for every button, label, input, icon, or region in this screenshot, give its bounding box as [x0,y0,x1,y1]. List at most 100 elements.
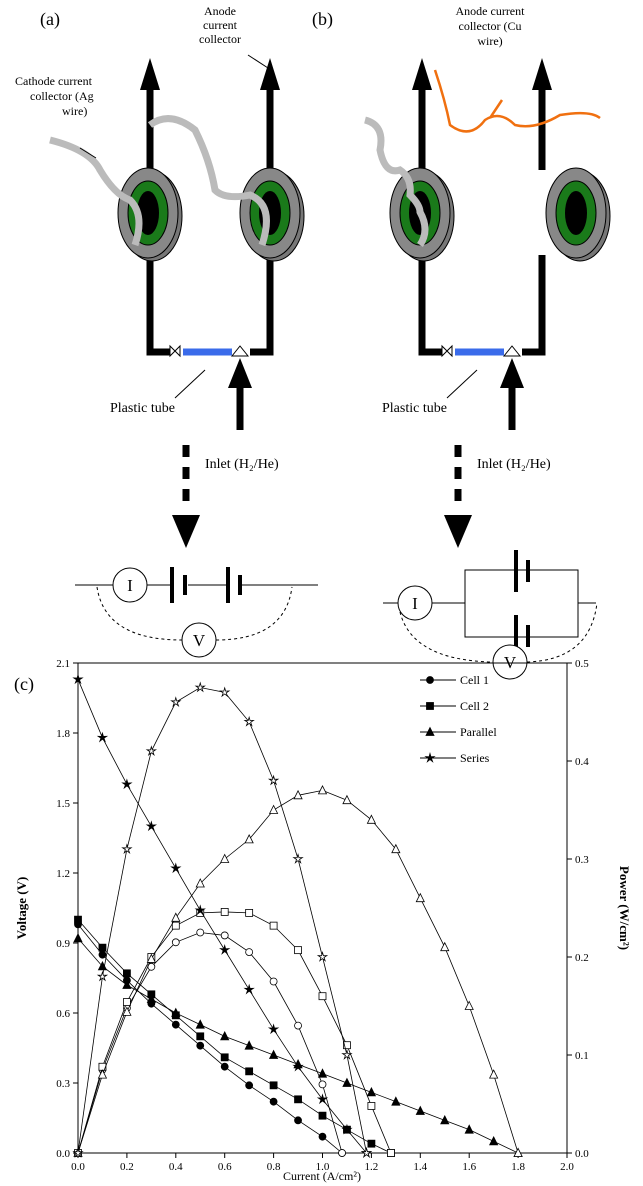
marker [267,1023,280,1035]
marker [145,745,158,757]
inlet-label: Inlet (H₂/He) [477,457,551,472]
x-tick-label: 0.6 [218,1161,232,1173]
marker [98,950,107,959]
marker [464,1000,474,1010]
power-line [77,911,392,1154]
y2-tick-label: 0.4 [575,756,589,768]
x-tick-label: 1.2 [365,1161,379,1173]
tube-label: Plastic tube [382,401,447,416]
marker [391,1096,401,1106]
marker [220,931,229,940]
x-tick-label: 0.4 [169,1161,183,1173]
marker [317,1068,328,1078]
panel-label: (a) [40,9,60,30]
y2-tick-label: 0.3 [575,854,589,866]
voltage-line [77,924,343,1154]
y-axis-label: Voltage (V) [14,877,29,940]
marker [195,878,205,888]
marker [219,686,231,698]
marker [244,834,254,844]
y-tick-label: 0.6 [56,1008,70,1020]
marker [294,1116,302,1125]
marker [366,814,377,824]
current-meter: I [412,594,418,613]
anode-label: Anode current collector (Cu wire) [456,4,526,48]
panel-a: (a) Anode current collector Cathode curren… [15,4,318,658]
x-tick-label: 0.0 [71,1161,85,1173]
marker [146,993,156,1003]
marker [220,1030,230,1041]
marker [294,1095,302,1104]
voltage-line [77,919,392,1154]
marker [145,820,158,832]
marker [98,943,107,952]
marker [318,1111,327,1120]
y-tick-label: 0.0 [56,1148,70,1160]
marker [341,1123,353,1135]
marker [243,983,255,995]
legend-marker [424,752,436,763]
marker [316,1093,329,1105]
marker [245,948,254,956]
marker [146,953,156,963]
marker [74,915,82,924]
x-tick-label: 2.0 [560,1161,574,1173]
marker [97,1069,108,1079]
marker [220,1062,229,1071]
legend-label: Cell 1 [460,673,489,687]
marker [318,1080,327,1089]
marker [245,1067,254,1076]
marker [195,1019,205,1029]
marker [220,1053,229,1062]
marker [489,1069,499,1079]
marker [317,785,328,795]
marker [196,928,205,937]
marker [391,843,401,854]
panel-label: (b) [312,9,333,30]
x-tick-label: 0.8 [267,1161,281,1173]
marker [171,1020,180,1029]
marker [73,932,83,943]
marker [196,1032,205,1041]
marker [72,1147,84,1158]
marker [194,681,206,693]
marker [244,1040,254,1050]
y2-tick-label: 0.1 [575,1050,589,1062]
marker [464,1124,474,1134]
marker [72,673,84,685]
marker [440,1114,450,1125]
marker [318,992,327,1001]
marker [121,778,133,790]
y-tick-label: 1.8 [56,728,70,740]
y-tick-label: 2.1 [56,658,70,670]
marker [171,921,180,930]
marker [170,696,182,708]
x-tick-label: 0.2 [120,1161,134,1173]
x-tick-label: 1.0 [316,1161,330,1173]
marker [292,1060,304,1072]
marker [268,804,279,814]
marker [415,892,425,903]
tube-label: Plastic tube [110,401,175,416]
marker [342,794,352,805]
marker [343,1041,351,1050]
marker [245,909,254,917]
marker [293,789,303,800]
marker [220,853,230,863]
marker [269,1081,278,1090]
marker [269,921,278,930]
legend-marker [426,702,434,710]
current-meter: I [127,576,133,595]
marker [268,1049,279,1059]
power-line [77,932,343,1154]
marker [415,1105,425,1115]
marker [220,908,229,916]
marker [170,862,182,874]
y2-axis-label: Power (W/cm²) [617,866,632,950]
panel-label: (c) [14,674,34,695]
marker [294,946,302,955]
marker [316,951,329,962]
marker [269,1097,278,1106]
y2-tick-label: 0.5 [575,658,589,670]
